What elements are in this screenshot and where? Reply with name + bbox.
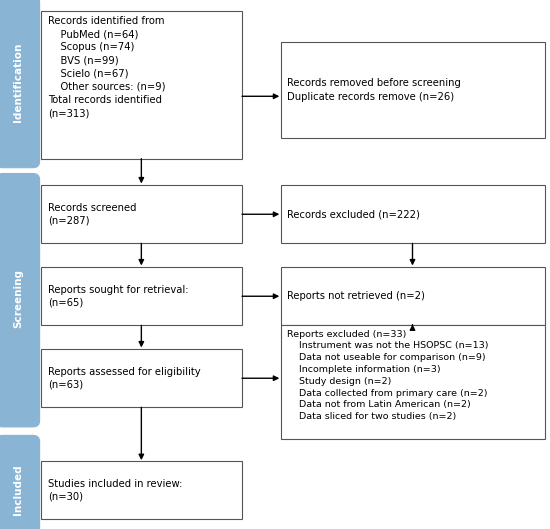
FancyBboxPatch shape — [0, 174, 40, 427]
FancyBboxPatch shape — [0, 0, 40, 168]
FancyBboxPatch shape — [280, 267, 544, 325]
FancyBboxPatch shape — [41, 349, 242, 407]
Text: Records removed before screening
Duplicate records remove (n=26): Records removed before screening Duplica… — [287, 78, 461, 102]
Text: Reports assessed for eligibility
(n=63): Reports assessed for eligibility (n=63) — [48, 367, 200, 390]
Text: Records identified from
    PubMed (n=64)
    Scopus (n=74)
    BVS (n=99)
    S: Records identified from PubMed (n=64) Sc… — [48, 16, 166, 118]
FancyBboxPatch shape — [41, 461, 242, 519]
Text: Reports not retrieved (n=2): Reports not retrieved (n=2) — [287, 291, 425, 301]
Text: Records screened
(n=287): Records screened (n=287) — [48, 203, 136, 226]
Text: Reports excluded (n=33)
    Instrument was not the HSOPSC (n=13)
    Data not us: Reports excluded (n=33) Instrument was n… — [287, 330, 488, 421]
FancyBboxPatch shape — [280, 325, 544, 439]
FancyBboxPatch shape — [41, 11, 242, 159]
Text: Screening: Screening — [13, 269, 23, 329]
Text: Included: Included — [13, 464, 23, 515]
Text: Identification: Identification — [13, 42, 23, 122]
FancyBboxPatch shape — [280, 42, 544, 138]
FancyBboxPatch shape — [280, 185, 544, 243]
Text: Records excluded (n=222): Records excluded (n=222) — [287, 209, 420, 219]
Text: Studies included in review:
(n=30): Studies included in review: (n=30) — [48, 479, 182, 502]
FancyBboxPatch shape — [41, 185, 242, 243]
FancyBboxPatch shape — [0, 435, 40, 529]
Text: Reports sought for retrieval:
(n=65): Reports sought for retrieval: (n=65) — [48, 285, 188, 308]
FancyBboxPatch shape — [41, 267, 242, 325]
